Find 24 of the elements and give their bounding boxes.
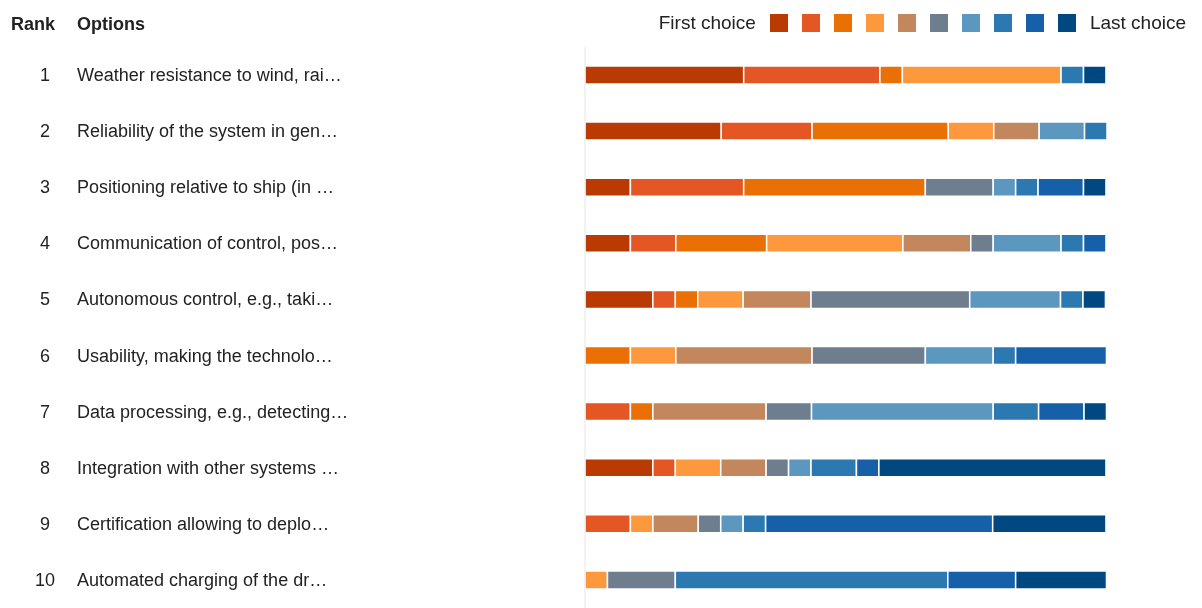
series-label: First choice [658,12,756,34]
text: 3 [39,177,51,198]
text: 2 [39,121,51,142]
y-tick-label: Integration with other systems … [77,457,340,478]
y-tick-label: Positioning relative to ship (in … [77,177,335,198]
text: 4 [39,233,51,254]
text: 6 [39,345,51,366]
y-tick-label: Data processing, e.g., detecting… [77,401,349,422]
legend-label: Last choice [1089,12,1186,34]
text: 9 [39,513,51,534]
text: Options [77,14,145,35]
text: 7 [39,401,51,422]
y-tick-label: Reliability of the system in gen… [77,121,339,142]
text: 5 [39,289,51,310]
y-tick-label: Communication of control, pos… [77,233,339,254]
y-tick-label: Autonomous control, e.g., taki… [77,289,334,310]
text: 8 [39,457,51,478]
y-tick-label: Weather resistance to wind, rai… [77,65,342,86]
text: Rank [11,14,56,35]
text: 1 [39,65,51,86]
y-tick-label: Automated charging of the dr… [77,569,328,590]
y-tick-label: Certification allowing to deplo… [77,513,330,534]
y-tick-label: Usability, making the technolo… [77,345,333,366]
text: 10 [34,569,56,590]
